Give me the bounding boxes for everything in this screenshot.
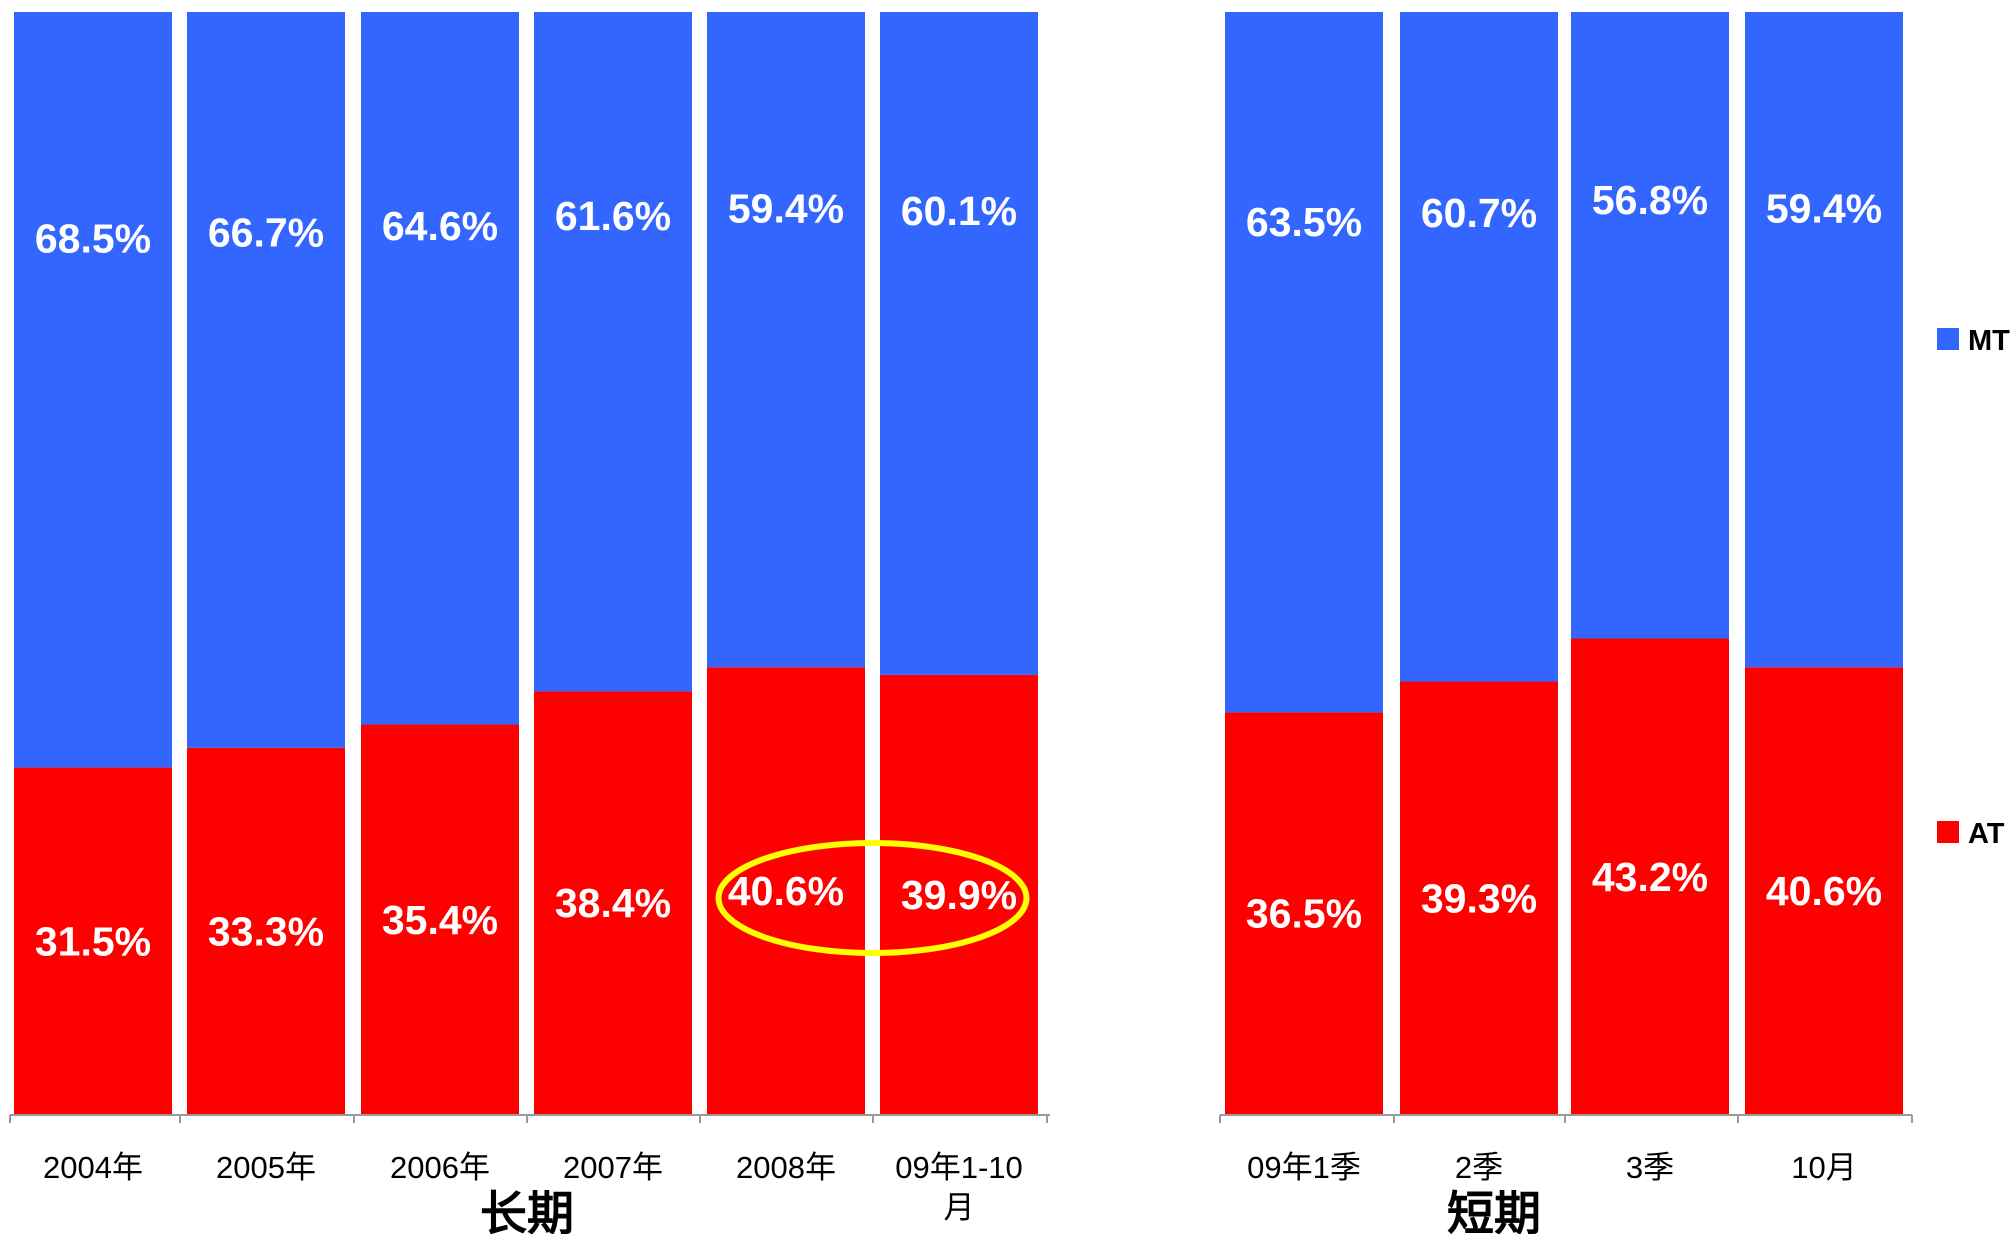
value-label-mt-7: 60.7% [1421, 190, 1537, 236]
legend-swatch-mt [1937, 328, 1959, 350]
bar-at-9 [1745, 667, 1903, 1115]
value-label-at-6: 36.5% [1246, 891, 1362, 937]
value-label-at-0: 31.5% [35, 918, 151, 964]
category-label-4: 2008年 [736, 1150, 836, 1185]
legend-label-mt: MT [1968, 325, 2010, 357]
value-label-mt-9: 59.4% [1766, 186, 1882, 232]
group-labels-layer: 长期 短期 [480, 1187, 1541, 1234]
category-label-7: 2季 [1455, 1150, 1503, 1185]
bar-at-3 [534, 691, 692, 1115]
legend-label-at: AT [1968, 818, 2005, 850]
value-label-at-5: 39.9% [901, 872, 1017, 918]
bar-mt-4 [707, 12, 865, 668]
bar-mt-3 [534, 12, 692, 692]
bar-mt-1 [187, 12, 345, 748]
value-label-at-7: 39.3% [1421, 875, 1537, 921]
bar-at-5 [880, 674, 1038, 1115]
category-label-8: 3季 [1626, 1150, 1674, 1185]
bar-mt-0 [14, 12, 172, 768]
bar-mt-8 [1571, 12, 1729, 639]
value-label-at-1: 33.3% [208, 908, 324, 954]
category-label-6: 09年1季 [1247, 1150, 1361, 1185]
bar-mt-2 [361, 12, 519, 725]
value-label-mt-0: 68.5% [35, 216, 151, 262]
category-label-9: 10月 [1791, 1150, 1856, 1185]
category-label-5: 09年1-10 [895, 1150, 1023, 1185]
x-axis [9, 1114, 1913, 1123]
value-label-mt-1: 66.7% [208, 210, 324, 256]
value-label-at-9: 40.6% [1766, 868, 1882, 914]
bar-at-4 [707, 667, 865, 1115]
value-label-mt-5: 60.1% [901, 188, 1017, 234]
category-label-2: 2006年 [390, 1150, 490, 1185]
value-label-mt-6: 63.5% [1246, 199, 1362, 245]
bar-mt-5 [880, 12, 1038, 675]
category-label-5-line1: 月 [944, 1190, 975, 1225]
bar-at-6 [1225, 712, 1383, 1115]
bar-at-1 [187, 747, 345, 1115]
highlight-ellipse [715, 840, 1030, 956]
value-label-at-3: 38.4% [555, 880, 671, 926]
bar-mt-7 [1400, 12, 1558, 682]
category-label-0: 2004年 [43, 1150, 143, 1185]
bar-at-0 [14, 767, 172, 1115]
value-label-mt-2: 64.6% [382, 203, 498, 249]
category-labels-layer: 2004年 2005年 2006年 2007年 2008年 09年1-10 月 09年1季 2季… [43, 1150, 1857, 1225]
value-label-mt-8: 56.8% [1592, 177, 1708, 223]
value-labels-layer: 68.5% 31.5% 66.7% 33.3% 64.6% 35.4% 61.6% 38.4%… [35, 177, 1882, 964]
value-label-at-4: 40.6% [728, 868, 844, 914]
bar-at-2 [361, 724, 519, 1115]
category-label-1: 2005年 [216, 1150, 316, 1185]
legend: MT AT [1937, 325, 2010, 850]
value-label-mt-3: 61.6% [555, 193, 671, 239]
group-label-1: 短期 [1447, 1187, 1541, 1234]
bar-mt-9 [1745, 12, 1903, 668]
value-label-at-2: 35.4% [382, 897, 498, 943]
bar-mt-6 [1225, 12, 1383, 713]
value-label-at-8: 43.2% [1592, 854, 1708, 900]
value-label-mt-4: 59.4% [728, 186, 844, 232]
legend-swatch-at [1937, 821, 1959, 843]
highlight-layer [715, 840, 1030, 956]
bars-layer [14, 12, 1903, 1115]
bar-at-7 [1400, 681, 1558, 1115]
group-label-0: 长期 [480, 1187, 574, 1234]
bar-at-8 [1571, 638, 1729, 1115]
category-label-3: 2007年 [563, 1150, 663, 1185]
